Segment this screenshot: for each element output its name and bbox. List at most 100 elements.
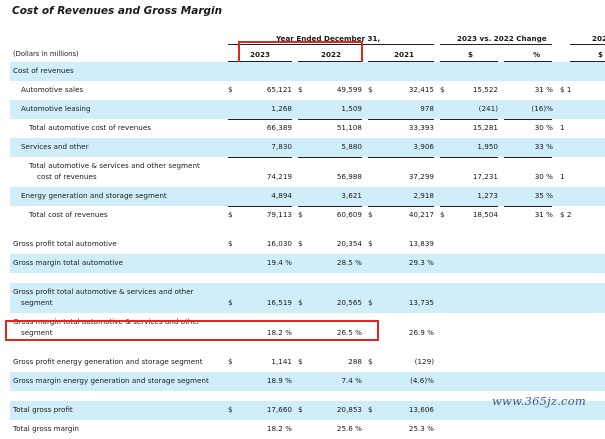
table-row: Gross profit total automotive $16,030 $20,… [10, 235, 605, 254]
currency-sign: $ [228, 405, 233, 414]
cell-change-dollar: 17,231 [472, 172, 498, 181]
total-rule [228, 157, 292, 158]
row-label: Energy generation and storage segment [21, 191, 167, 200]
total-rule [504, 206, 552, 207]
col-header-change-dollar: $ [468, 50, 474, 59]
table-row: Total cost of revenues $79,113 $60,609 $40,… [10, 206, 605, 225]
cell-change-pct: 35 % [534, 191, 553, 200]
cell-2023: 66,389 [266, 123, 292, 132]
table-row: Gross margin total automotive 19.4 % 28.5 … [10, 254, 605, 273]
highlight-box-energy-gross-profit [5, 320, 379, 341]
table-row: Services and other 7,830 5,880 3,906 1,950 33… [10, 138, 605, 157]
currency-sign: $ [368, 85, 373, 94]
currency-sign: $ [298, 85, 303, 94]
table-row: Total automotive cost of revenues 66,389 5… [10, 119, 605, 138]
highlight-box-years [238, 41, 363, 64]
cell-next-period: 1 [560, 123, 565, 132]
currency-sign: $ [368, 239, 373, 248]
cell-2022: 60,609 [336, 210, 362, 219]
cell-2023: 1,141 [271, 357, 292, 366]
total-rule [228, 119, 292, 120]
currency-sign: $ [368, 357, 373, 366]
row-label: Total cost of revenues [29, 210, 108, 219]
cell-2021: 40,217 [408, 210, 434, 219]
col-header-underline-4 [440, 61, 498, 62]
total-rule [440, 157, 498, 158]
col-header-change-pct: % [533, 50, 541, 59]
change-header: 2023 vs. 2022 Change [457, 34, 547, 43]
col-header-underline-2 [298, 61, 362, 62]
change-header-next-underline [570, 44, 605, 45]
currency-sign: $ [298, 239, 303, 248]
currency-sign: $ [298, 405, 303, 414]
col-header-2021: 2021 [394, 50, 415, 59]
cell-2021: 978 [420, 104, 434, 113]
row-label: Gross profit total automotive & services… [13, 287, 194, 296]
cell-2022: 288 [348, 357, 362, 366]
cell-2021: 32,415 [408, 85, 434, 94]
row-label: Automotive sales [21, 85, 84, 94]
period-header-underline [228, 44, 434, 45]
cell-2021: (129) [414, 357, 434, 366]
row-label-continued: cost of revenues [37, 172, 97, 181]
currency-sign: $ [440, 210, 445, 219]
cell-change-pct: 30 % [534, 172, 553, 181]
cell-2022: 5,880 [341, 142, 362, 151]
table-row: Total gross profit $17,660 $20,853 $13,606 [10, 401, 605, 420]
row-label: Total gross margin [13, 424, 79, 433]
cell-next-period: $ 1 [560, 85, 572, 94]
cell-2021: 33,393 [408, 123, 434, 132]
cell-2023: 4,894 [271, 191, 292, 200]
cell-change-dollar: 18,504 [472, 210, 498, 219]
cell-2022: 26.5 % [336, 328, 362, 337]
cell-2021: (4.6)% [410, 376, 434, 385]
row-label: Gross profit energy generation and stora… [13, 357, 203, 366]
cell-2022: 3,621 [341, 191, 362, 200]
total-rule [298, 119, 362, 120]
period-header: Year Ended December 31, [276, 34, 381, 43]
cell-2023: 19.4 % [266, 258, 292, 267]
cell-2021: 13,839 [408, 239, 434, 248]
cell-2022: 20,354 [336, 239, 362, 248]
cell-2021: 2,918 [413, 191, 434, 200]
total-rule [368, 157, 434, 158]
total-rule [228, 206, 292, 207]
cell-2021: 13,735 [408, 298, 434, 307]
col-header-2023: 2023 [250, 50, 271, 59]
cell-2023: 18.2 % [266, 424, 292, 433]
table-row: Gross profit total automotive & services… [10, 283, 605, 313]
row-label: Gross margin total automotive [13, 258, 123, 267]
cell-change-dollar: 15,522 [472, 85, 498, 94]
cell-2023: 79,113 [266, 210, 292, 219]
cell-2022: 1,509 [341, 104, 362, 113]
cell-change-dollar: 15,281 [472, 123, 498, 132]
cell-2023: 7,830 [271, 142, 292, 151]
cell-2023: 65,121 [266, 85, 292, 94]
total-rule [440, 206, 498, 207]
cell-2021: 25.3 % [408, 424, 434, 433]
cell-change-pct: 33 % [534, 142, 553, 151]
change-header-next: 202 [592, 34, 605, 43]
row-label: Cost of revenues [13, 66, 74, 75]
cell-2021: 29.3 % [408, 258, 434, 267]
table-row: Gross profit energy generation and stora… [10, 353, 605, 372]
cell-2023: 16,519 [266, 298, 292, 307]
col-header-underline-5 [504, 61, 552, 62]
col-header-underline-6 [570, 61, 605, 62]
cell-2021: 37,299 [408, 172, 434, 181]
table-row: Cost of revenues [10, 62, 605, 81]
cell-2022: 7.4 % [341, 376, 362, 385]
cell-2023: 17,660 [266, 405, 292, 414]
cell-2021: 26.9 % [408, 328, 434, 337]
currency-sign: $ [368, 298, 373, 307]
row-label: Services and other [21, 142, 89, 151]
cell-2022: 20,853 [336, 405, 362, 414]
currency-sign: $ [228, 357, 233, 366]
row-label: Automotive leasing [21, 104, 91, 113]
currency-sign: $ [298, 210, 303, 219]
currency-sign: $ [368, 210, 373, 219]
cell-change-pct: 30 % [534, 123, 553, 132]
col-header-2022: 2022 [321, 50, 342, 59]
cell-2021: 3,906 [413, 142, 434, 151]
cell-2022: 51,108 [336, 123, 362, 132]
